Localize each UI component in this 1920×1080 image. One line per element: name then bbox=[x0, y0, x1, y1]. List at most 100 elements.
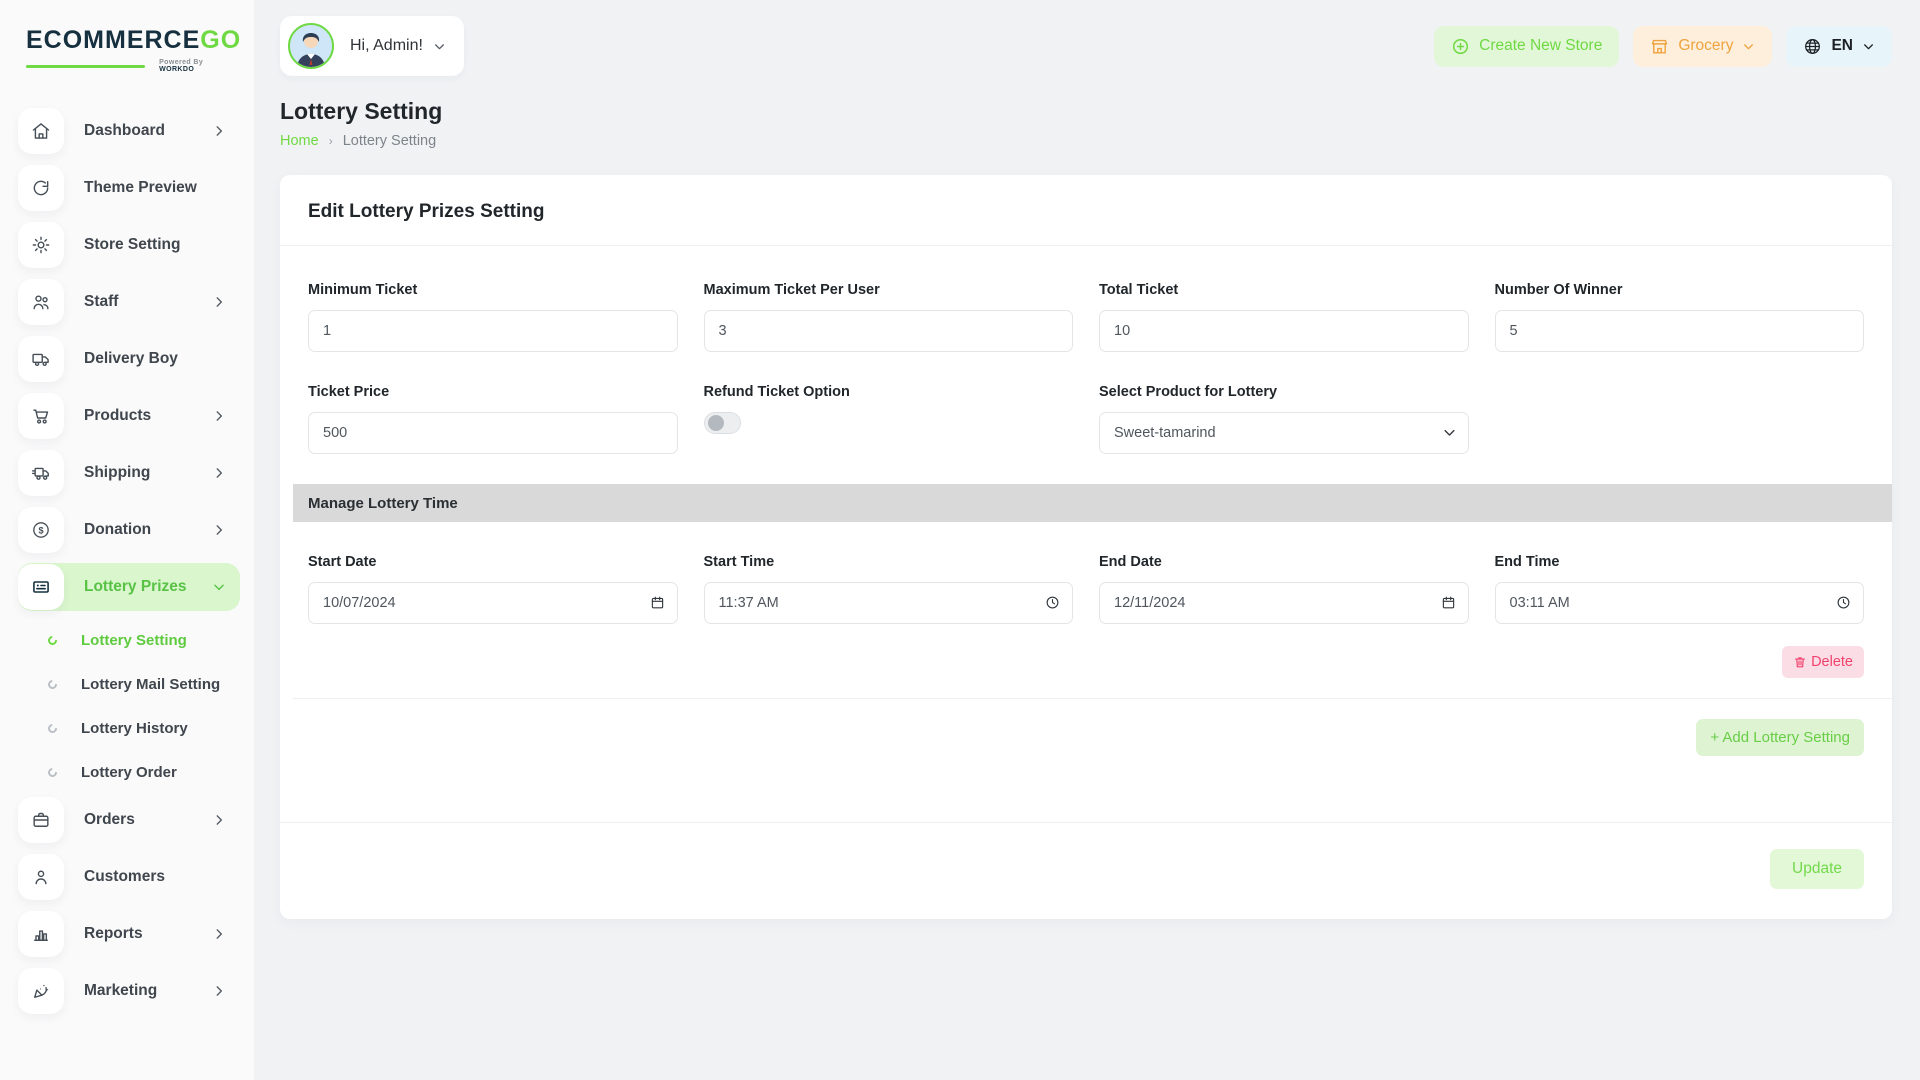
sidebar-subitem-lottery-history[interactable]: Lottery History bbox=[46, 708, 240, 748]
sidebar-item-donation[interactable]: $ Donation bbox=[18, 506, 240, 554]
section-title: Manage Lottery Time bbox=[308, 494, 458, 512]
sidebar-item-store-setting[interactable]: Store Setting bbox=[18, 221, 240, 269]
sidebar-subitem-label: Lottery Order bbox=[81, 763, 177, 781]
sidebar-item-label: Lottery Prizes bbox=[84, 578, 187, 595]
create-new-store-button[interactable]: Create New Store bbox=[1434, 25, 1620, 67]
field-label: Select Product for Lottery bbox=[1099, 384, 1278, 400]
chevron-right-icon bbox=[216, 929, 223, 939]
card-title: Edit Lottery Prizes Setting bbox=[308, 201, 545, 222]
sidebar-item-label: Delivery Boy bbox=[84, 350, 178, 367]
sidebar-item-label: Marketing bbox=[84, 982, 158, 999]
home-icon bbox=[18, 108, 64, 154]
sidebar-item-theme-preview[interactable]: Theme Preview bbox=[18, 164, 240, 212]
bullet-icon bbox=[46, 677, 59, 691]
sidebar-item-label: Products bbox=[84, 407, 152, 424]
plus-circle-icon bbox=[1453, 38, 1469, 54]
breadcrumb-home-link[interactable]: Home bbox=[280, 133, 319, 149]
bullet-icon bbox=[46, 765, 59, 779]
greeting-text: Hi, Admin! bbox=[350, 37, 423, 54]
sidebar-item-label: Staff bbox=[84, 293, 119, 310]
sidebar-item-orders[interactable]: Orders bbox=[18, 796, 240, 844]
ticket-price-input[interactable] bbox=[308, 412, 678, 454]
person-icon bbox=[18, 854, 64, 900]
sidebar-item-customers[interactable]: Customers bbox=[18, 853, 240, 901]
sidebar-subitem-label: Lottery Mail Setting bbox=[81, 675, 221, 693]
sidebar-item-label: Orders bbox=[84, 811, 135, 828]
sidebar-item-delivery-boy[interactable]: Delivery Boy bbox=[18, 335, 240, 383]
bullet-icon bbox=[46, 633, 59, 647]
breadcrumb-separator: › bbox=[328, 134, 333, 148]
chevron-right-icon bbox=[216, 411, 223, 421]
chevron-right-icon bbox=[216, 815, 223, 825]
theme-preview-icon bbox=[18, 165, 64, 211]
page-header: Lottery Setting Home › Lottery Setting bbox=[270, 98, 1892, 149]
chevron-right-icon bbox=[216, 126, 223, 136]
chevron-down-icon bbox=[1864, 43, 1873, 49]
sidebar-item-staff[interactable]: Staff bbox=[18, 278, 240, 326]
avatar bbox=[288, 23, 334, 69]
field-start-time: Start Time bbox=[703, 554, 1073, 624]
maximum-ticket-input[interactable] bbox=[703, 310, 1073, 352]
sidebar-item-label: Store Setting bbox=[84, 236, 181, 253]
field-number-of-winner: Number Of Winner bbox=[1494, 282, 1864, 352]
page-title: Lottery Setting bbox=[280, 98, 443, 124]
sidebar-item-reports[interactable]: Reports bbox=[18, 910, 240, 958]
field-maximum-ticket-per-user: Maximum Ticket Per User bbox=[703, 282, 1073, 352]
breadcrumb-current: Lottery Setting bbox=[342, 133, 437, 149]
storefront-icon bbox=[1652, 39, 1668, 54]
chevron-right-icon bbox=[216, 468, 223, 478]
language-selector-button[interactable]: EN bbox=[1786, 25, 1892, 67]
update-button[interactable]: Update bbox=[1770, 849, 1864, 889]
start-date-input[interactable] bbox=[308, 582, 678, 624]
gear-icon bbox=[18, 222, 64, 268]
app-logo[interactable]: ECOMMERCEGO Powered By WORKDO bbox=[18, 26, 240, 73]
sidebar-item-shipping[interactable]: Shipping bbox=[18, 449, 240, 497]
users-icon bbox=[18, 279, 64, 325]
sidebar-subitem-lottery-setting[interactable]: Lottery Setting bbox=[46, 620, 240, 660]
sidebar-item-lottery-prizes[interactable]: Lottery Prizes bbox=[18, 563, 240, 611]
start-time-input[interactable] bbox=[703, 582, 1073, 624]
sidebar-item-label: Theme Preview bbox=[84, 179, 197, 196]
logo-underline bbox=[26, 64, 146, 68]
sidebar-subitem-label: Lottery History bbox=[81, 719, 188, 737]
sidebar-item-marketing[interactable]: Marketing bbox=[18, 967, 240, 1015]
topbar-actions: Create New Store Grocery EN bbox=[1434, 25, 1892, 67]
delete-button[interactable]: Delete bbox=[1782, 646, 1864, 678]
product-select[interactable]: Sweet-tamarind bbox=[1099, 412, 1469, 454]
sidebar-item-label: Dashboard bbox=[84, 122, 165, 139]
store-selector-button[interactable]: Grocery bbox=[1633, 25, 1773, 67]
delivery-truck-icon bbox=[18, 336, 64, 382]
sidebar-subitem-lottery-order[interactable]: Lottery Order bbox=[46, 752, 240, 792]
bar-chart-icon bbox=[18, 911, 64, 957]
number-of-winner-input[interactable] bbox=[1494, 310, 1864, 352]
total-ticket-input[interactable] bbox=[1099, 310, 1469, 352]
minimum-ticket-input[interactable] bbox=[308, 310, 678, 352]
field-label: Ticket Price bbox=[308, 384, 390, 400]
sidebar-item-label: Donation bbox=[84, 521, 152, 538]
sidebar-item-dashboard[interactable]: Dashboard bbox=[18, 107, 240, 155]
edit-lottery-card: Edit Lottery Prizes Setting Minimum Tick… bbox=[280, 175, 1892, 919]
field-label: Start Time bbox=[703, 554, 775, 570]
trash-icon bbox=[1795, 657, 1806, 668]
logo-text: ECOMMERCEGO bbox=[26, 26, 242, 54]
user-menu[interactable]: Hi, Admin! bbox=[280, 16, 464, 76]
field-label: Total Ticket bbox=[1099, 282, 1179, 298]
field-end-date: End Date bbox=[1099, 554, 1469, 624]
end-time-input[interactable] bbox=[1494, 582, 1864, 624]
chevron-right-icon bbox=[216, 986, 223, 996]
field-minimum-ticket: Minimum Ticket bbox=[308, 282, 678, 352]
sidebar-subitem-lottery-mail-setting[interactable]: Lottery Mail Setting bbox=[46, 664, 240, 704]
chevron-down-icon bbox=[1744, 43, 1754, 49]
end-date-input[interactable] bbox=[1099, 582, 1469, 624]
card-header: Edit Lottery Prizes Setting bbox=[280, 175, 1892, 246]
refund-ticket-toggle[interactable] bbox=[703, 412, 741, 434]
donation-dollar-icon: $ bbox=[18, 507, 64, 553]
card-footer: Update bbox=[280, 822, 1892, 919]
add-lottery-setting-button[interactable]: + Add Lottery Setting bbox=[1696, 719, 1864, 756]
field-label: Number Of Winner bbox=[1494, 282, 1623, 298]
field-end-time: End Time bbox=[1494, 554, 1864, 624]
shipping-truck-icon bbox=[18, 450, 64, 496]
field-label: Maximum Ticket Per User bbox=[703, 282, 880, 298]
bullet-icon bbox=[46, 721, 59, 735]
sidebar-item-products[interactable]: Products bbox=[18, 392, 240, 440]
